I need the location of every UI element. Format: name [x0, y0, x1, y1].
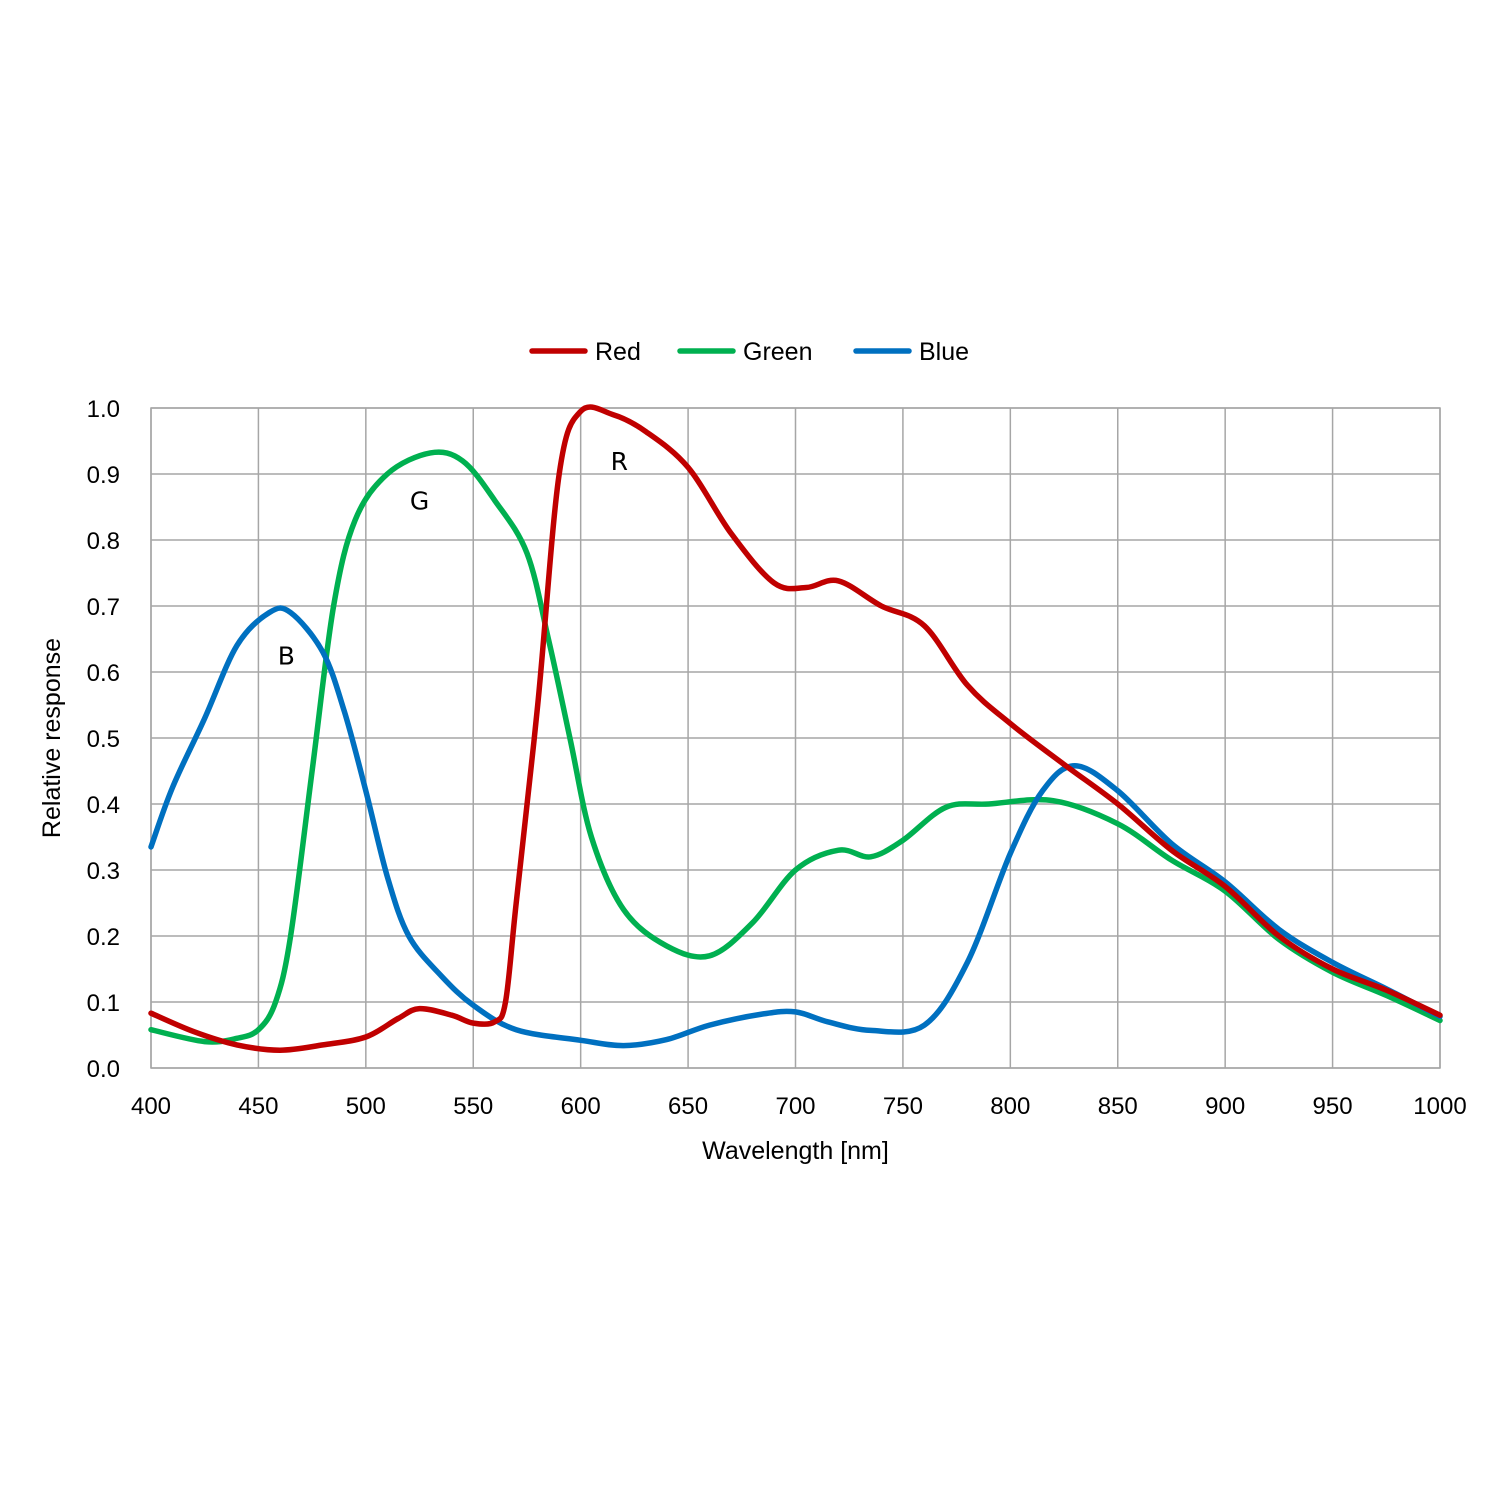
annotation-r: R [611, 447, 628, 476]
legend-label-blue: Blue [919, 338, 969, 366]
y-tick-label: 0.5 [87, 726, 120, 753]
x-tick-label: 750 [883, 1093, 923, 1120]
x-tick-label: 850 [1098, 1093, 1138, 1120]
y-axis-title: Relative response [38, 638, 66, 838]
x-axis-title: Wavelength [nm] [702, 1137, 889, 1165]
y-tick-label: 0.3 [87, 858, 120, 885]
annotation-g: G [410, 486, 429, 515]
y-tick-label: 0.4 [87, 792, 120, 819]
y-tick-label: 0.2 [87, 924, 120, 951]
y-tick-label: 1.0 [87, 396, 120, 423]
y-tick-label: 0.7 [87, 594, 120, 621]
x-axis-tick-labels: 400 450 500 550 600 650 700 750 800 850 900 950 1000 [131, 1093, 1467, 1120]
series-group [148, 404, 1443, 1053]
legend-label-red: Red [595, 338, 641, 366]
x-tick-label: 550 [453, 1093, 493, 1120]
series-line-blue [148, 605, 1443, 1049]
annotation-b: B [278, 642, 295, 671]
x-tick-label: 1000 [1413, 1093, 1466, 1120]
y-tick-label: 0.1 [87, 990, 120, 1017]
legend-label-green: Green [743, 338, 812, 366]
annotations: R G B [278, 447, 628, 671]
x-tick-label: 700 [775, 1093, 815, 1120]
y-tick-label: 0.6 [87, 660, 120, 687]
x-tick-label: 650 [668, 1093, 708, 1120]
plot-area-border [150, 407, 1441, 1069]
legend: Red Green Blue [529, 338, 969, 366]
x-tick-label: 600 [561, 1093, 601, 1120]
series-line-red [148, 404, 1443, 1053]
x-tick-label: 400 [131, 1093, 171, 1120]
y-tick-label: 0.9 [87, 462, 120, 489]
x-tick-label: 500 [346, 1093, 386, 1120]
x-tick-label: 950 [1313, 1093, 1353, 1120]
series-line-green [148, 449, 1443, 1045]
x-tick-label: 450 [238, 1093, 278, 1120]
x-tick-label: 900 [1205, 1093, 1245, 1120]
y-tick-label: 0.8 [87, 528, 120, 555]
y-axis-tick-labels: 0.0 0.1 0.2 0.3 0.4 0.5 0.6 0.7 0.8 0.9 1.0 [87, 396, 120, 1083]
y-tick-label: 0.0 [87, 1056, 120, 1083]
x-tick-label: 800 [990, 1093, 1030, 1120]
